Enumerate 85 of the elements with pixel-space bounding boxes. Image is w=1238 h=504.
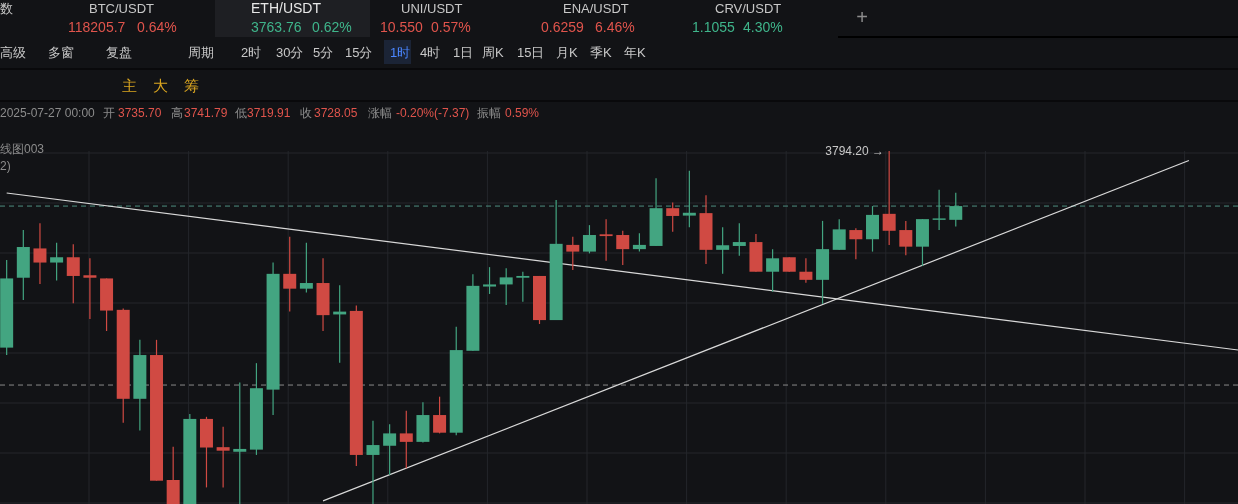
candlestick [516, 271, 530, 303]
text: 周期 [188, 45, 214, 60]
text: ETH/USDT [251, 0, 322, 16]
text: 振幅 [477, 106, 501, 120]
text: 4时 [420, 45, 441, 60]
candlestick [283, 236, 297, 313]
text: 季K [590, 45, 612, 60]
text: + [856, 6, 868, 28]
candlestick [716, 226, 730, 275]
text: 高级 [0, 45, 26, 60]
text: 涨幅 [368, 106, 392, 120]
candlestick [50, 242, 64, 282]
candlestick [849, 227, 863, 260]
text: 1日 [453, 45, 474, 60]
candlestick [616, 230, 630, 266]
text: 30分 [276, 45, 304, 60]
text: 主 [122, 77, 137, 94]
candlestick [666, 201, 680, 233]
annotation: 2) [0, 159, 11, 173]
candlestick [366, 420, 380, 504]
candlestick [599, 218, 613, 262]
text: 1.1055 [692, 19, 736, 35]
candlestick [166, 446, 180, 504]
text: 年K [624, 45, 646, 60]
text: 10.550 [380, 19, 424, 35]
candlestick [83, 257, 97, 320]
text: 3719.91 [247, 106, 291, 120]
candlestick [832, 218, 846, 251]
text: 收 [300, 106, 312, 120]
text: 3741.79 [184, 106, 228, 120]
text: 3763.76 [251, 19, 302, 35]
candlestick [732, 222, 746, 257]
text: 开 [103, 106, 115, 120]
candlestick [632, 232, 646, 253]
candlestick [766, 248, 780, 293]
candlestick [949, 192, 963, 228]
text: 15分 [345, 45, 373, 60]
candlestick [299, 242, 313, 294]
candlestick [483, 266, 497, 295]
text: 0.62% [312, 19, 352, 35]
text: ENA/USDT [563, 1, 629, 16]
candlestick [932, 189, 946, 231]
text: 5分 [313, 45, 334, 60]
text: 月K [556, 45, 578, 60]
text: 6.46% [595, 19, 635, 35]
text: 2025-07-27 00:00 [0, 106, 96, 120]
text: 复盘 [106, 45, 132, 60]
annotation: 线图003 [0, 142, 45, 156]
text: 高 [171, 106, 183, 120]
candlestick [899, 220, 913, 256]
candlestick [799, 257, 813, 284]
candlestick [216, 426, 230, 489]
candlestick [66, 243, 80, 304]
text: UNI/USDT [401, 1, 463, 16]
candlestick [882, 150, 896, 246]
text: 15日 [517, 45, 545, 60]
text: 筹 [184, 77, 199, 94]
text: 多窗 [48, 45, 74, 60]
text: 周K [482, 45, 504, 60]
text: 0.57% [431, 19, 471, 35]
candlestick [383, 423, 397, 476]
text: 低 [235, 106, 247, 120]
candlestick [33, 222, 47, 285]
candlestick [499, 267, 513, 306]
annotation: 3794.20 → [825, 144, 884, 158]
text: 数 [0, 1, 13, 16]
text: 大 [153, 77, 168, 94]
candlestick [433, 396, 447, 434]
text: 0.59% [505, 106, 540, 120]
text: 1时 [390, 45, 411, 60]
candlestick [682, 170, 696, 228]
text: 3728.05 [314, 106, 358, 120]
text: -0.20%(-7.37) [396, 106, 470, 120]
candlestick [233, 381, 247, 504]
candlestick [582, 224, 596, 254]
text: 2时 [241, 45, 262, 60]
text: 118205.7 [68, 19, 126, 35]
candlestick [566, 236, 580, 271]
candlestick [399, 410, 413, 469]
text: BTC/USDT [89, 1, 155, 16]
text: 0.6259 [541, 19, 585, 35]
text: 3735.70 [118, 106, 162, 120]
text: 4.30% [743, 19, 783, 35]
text: 0.64% [137, 19, 177, 35]
text: CRV/USDT [715, 1, 782, 16]
